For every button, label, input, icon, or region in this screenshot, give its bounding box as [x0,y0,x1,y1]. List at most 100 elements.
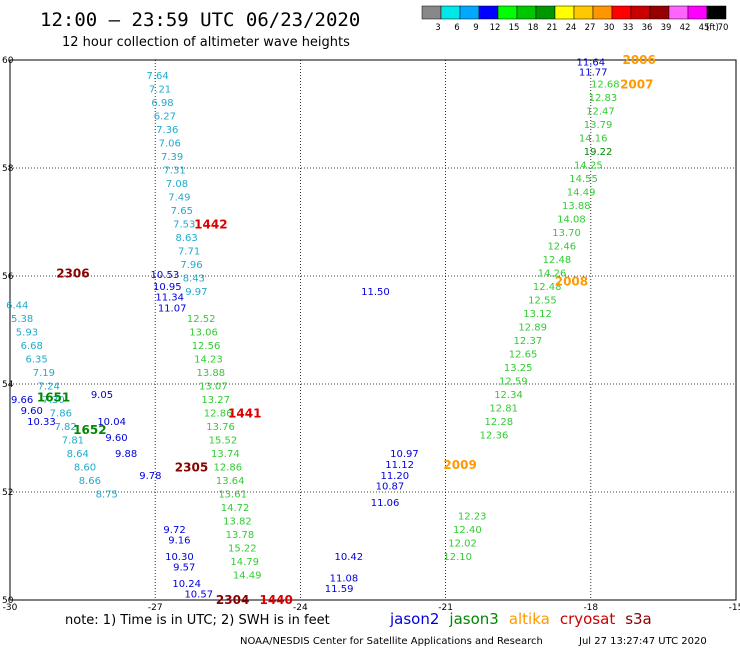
wave-height-label: 12.36 [480,430,509,441]
wave-height-label: 11.64 [576,58,605,69]
wave-height-label: 13.88 [562,201,591,212]
wave-height-label: 12.81 [489,403,518,414]
x-tick-label: -30 [3,603,18,613]
time-label: 2006 [622,53,655,67]
grid-lines [10,60,736,600]
time-label: 2009 [443,458,476,472]
wave-height-label: 13.64 [216,476,245,487]
colorbar-swatch [687,5,708,20]
wave-height-label: 9.57 [173,563,195,574]
wave-height-label: 10.04 [97,417,126,428]
wave-height-label: 13.27 [201,395,230,406]
colorbar-swatch [630,5,651,20]
colorbar-label: 6 [454,23,459,33]
wave-height-label: 12.37 [514,336,543,347]
wave-height-label: 8.43 [183,274,205,285]
wave-height-label: 9.97 [185,287,207,298]
wave-height-label: 13.76 [206,422,235,433]
wave-height-label: 12.59 [499,376,528,387]
wave-height-label: 7.64 [146,71,168,82]
time-label: 1441 [228,407,261,421]
colorbar-label: 27 [585,23,596,33]
wave-height-label: 5.38 [11,314,33,325]
wave-height-label: 7.31 [163,166,185,177]
wave-height-label: 13.78 [226,530,255,541]
colorbar-label: 42 [680,23,691,33]
wave-height-label: 10.95 [153,282,182,293]
wave-height-label: 8.75 [96,490,118,501]
wave-height-label: 12.56 [192,341,221,352]
wave-height-label: 14.49 [233,571,262,582]
wave-height-label: 6.44 [6,301,28,312]
colorbar-label: 39 [661,23,672,33]
wave-height-label: 7.49 [168,193,190,204]
wave-height-label: 13.79 [584,120,613,131]
wave-height-label: 12.68 [591,79,620,90]
colorbar-label: 18 [528,23,539,33]
wave-height-label: 14.23 [194,355,223,366]
wave-height-label: 13.88 [197,368,226,379]
wave-height-label: 8.60 [74,463,96,474]
colorbar-swatch [592,5,613,20]
wave-height-label: 14.49 [567,187,596,198]
x-tick-label: -24 [293,603,308,613]
x-tick-label: -27 [148,603,163,613]
wave-height-label: 14.72 [221,503,250,514]
colorbar-label: 70 [718,23,729,33]
wave-height-label: 14.26 [538,268,567,279]
wave-height-label: 15.52 [209,436,238,447]
wave-height-label: 7.71 [178,247,200,258]
y-tick-label: 58 [2,164,14,174]
colorbar-label: 15 [509,23,520,33]
wave-height-label: 13.07 [199,382,228,393]
wave-height-label: 12.65 [509,349,538,360]
footer-note: note: 1) Time is in UTC; 2) SWH is in fe… [65,613,330,628]
colorbar-label: 24 [566,23,577,33]
colorbar-unit: (ft) [706,23,719,33]
wave-height-label: 12.28 [485,417,514,428]
wave-height-label: 14.79 [230,557,259,568]
wave-height-label: 9.78 [139,471,161,482]
wave-height-label: 10.42 [334,552,363,563]
wave-height-label: 11.12 [385,460,414,471]
wave-height-label: 10.30 [165,552,194,563]
colorbar-swatch [497,5,518,20]
legend-entry: jason3 [448,610,498,628]
wave-height-label: 12.86 [204,409,233,420]
wave-height-label: 6.68 [21,341,43,352]
wave-height-label: 5.93 [16,328,38,339]
colorbar-label: 45 [699,23,710,33]
wave-height-label: 7.08 [166,179,188,190]
chart-subtitle: 12 hour collection of altimeter wave hei… [62,35,350,50]
wave-height-label: 9.60 [105,433,127,444]
wave-height-label: 6.27 [154,112,176,123]
plot-area: -30 -27 -24 -21 -18 -15 50 52 54 56 58 60 11.6411.7… [2,53,740,613]
wave-height-label: 11.08 [330,573,359,584]
wave-height-label: 7.21 [149,85,171,96]
footer-timestamp: Jul 27 13:27:47 UTC 2020 [578,636,707,647]
y-tick-label: 50 [2,596,14,606]
colorbar-swatch [554,5,575,20]
y-tick-label: 56 [2,272,14,282]
wave-height-label: 13.61 [218,490,247,501]
wave-height-label: 10.53 [151,270,180,281]
wave-height-label: 11.07 [158,303,187,314]
wave-height-label: 9.60 [21,406,43,417]
wave-height-label: 12.55 [528,295,557,306]
wave-height-label: 10.87 [376,482,405,493]
wave-height-label: 7.19 [33,368,55,379]
wave-height-label: 12.47 [586,106,615,117]
wave-height-label: 14.25 [574,160,603,171]
x-tick-label: -15 [729,603,740,613]
wave-height-label: 14.16 [579,133,608,144]
wave-height-label: 13.06 [189,328,218,339]
wave-height-label: 13.70 [552,228,581,239]
wave-height-label: 12.40 [453,525,482,536]
colorbar: 3 6 9 12 15 18 21 24 27 30 33 36 39 42 45 70 [421,5,729,33]
wave-height-label: 12.83 [589,93,618,104]
wave-height-label: 12.23 [458,511,487,522]
wave-height-label: 8.64 [67,449,89,460]
wave-height-label: 7.36 [156,125,178,136]
wave-height-label: 8.63 [176,233,198,244]
